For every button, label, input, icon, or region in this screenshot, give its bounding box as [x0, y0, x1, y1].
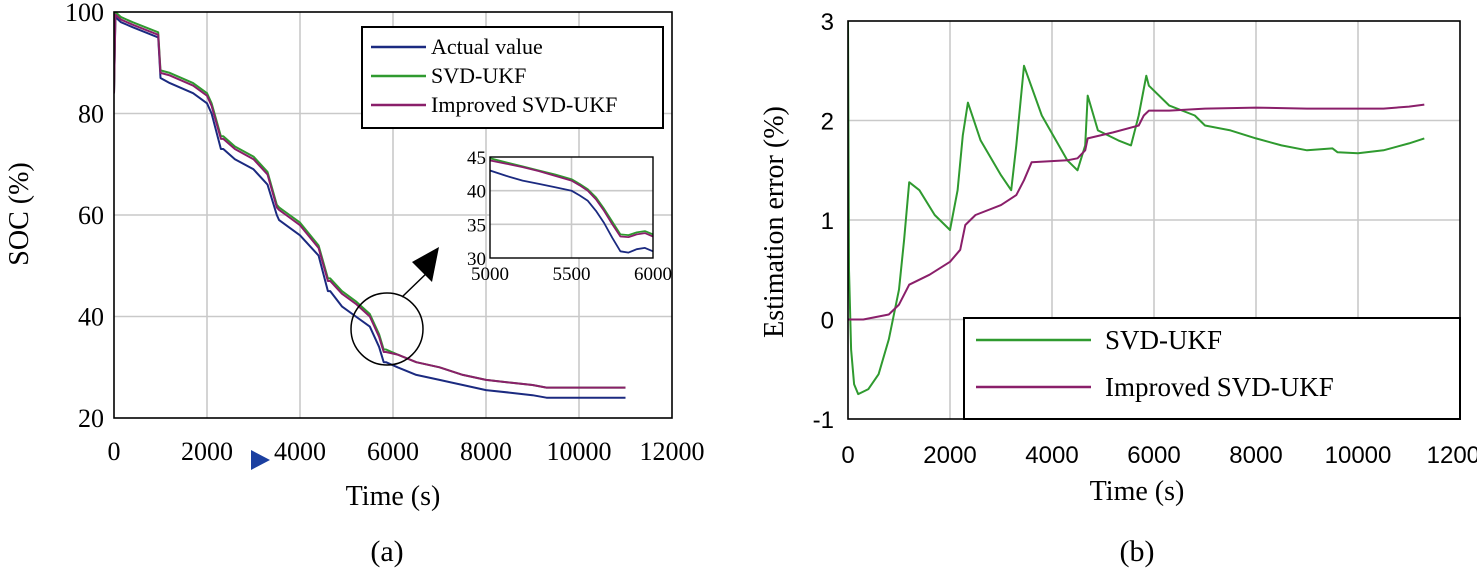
inset-x-tick-label: 6000: [634, 264, 672, 285]
panel-b-y-tick-label: 3: [821, 9, 834, 36]
play-marker-icon: [251, 450, 270, 470]
panel-a-soc-chart: 0 2000 4000 6000 8000 10000 12000 20 40 60 80 100 T…: [4, 0, 705, 568]
panel-a-legend: Actual value SVD-UKF Improved SVD-UKF: [361, 26, 664, 129]
panel-b-x-tick-label: 0: [841, 442, 854, 469]
panel-a-series-improved-svd-ukf: [114, 13, 626, 389]
panel-b-y-tick-label: 2: [821, 109, 834, 136]
legend-label-improved: Improved SVD-UKF: [431, 92, 617, 117]
panel-a-x-tick-label: 10000: [547, 437, 612, 466]
panel-b-series-svd-ukf: [848, 21, 1425, 396]
inset-y-tick-label: 30: [467, 249, 486, 270]
panel-b-series: [848, 21, 1425, 396]
legend-label-b-svd-ukf: SVD-UKF: [1105, 325, 1222, 355]
panel-b-y-axis-label: Estimation error (%): [759, 106, 790, 338]
panel-a-y-tick-label: 40: [78, 303, 104, 332]
inset-x-tick-label: 5000: [471, 264, 509, 285]
panel-a-x-tick-label: 0: [108, 437, 121, 466]
panel-b-y-tick-label: 0: [821, 308, 834, 335]
panel-a-y-tick-label: 80: [78, 100, 104, 129]
legend-label-actual: Actual value: [431, 34, 543, 59]
panel-a-y-tick-label: 60: [78, 201, 104, 230]
panel-a-x-tick-label: 4000: [274, 437, 326, 466]
zoom-arrow-head-icon: [412, 247, 439, 282]
panel-b-x-axis-label: Time (s): [1090, 476, 1185, 507]
panel-a-x-tick-label: 12000: [640, 437, 705, 466]
inset-tick-labels: 5000 5500 6000 30 35 40 45: [467, 148, 672, 285]
panel-b-error-chart: 0 2000 4000 6000 8000 10000 12000 -1 0 1 2 3 Time (…: [759, 9, 1477, 568]
inset-y-tick-label: 45: [467, 148, 486, 169]
panel-b-x-tick-label: 8000: [1229, 442, 1282, 469]
panel-b-tick-labels: 0 2000 4000 6000 8000 10000 12000 -1 0 1 2 3: [813, 9, 1477, 469]
panel-a-x-axis-label: Time (s): [346, 481, 441, 512]
inset-y-tick-label: 40: [467, 182, 486, 203]
panel-a-x-tick-label: 6000: [367, 437, 419, 466]
panel-a-y-axis-label: SOC (%): [4, 162, 35, 265]
panel-b-y-tick-label: -1: [813, 407, 834, 434]
inset-x-tick-label: 5500: [553, 264, 591, 285]
panel-a-x-tick-label: 8000: [460, 437, 512, 466]
panel-a-x-tick-label: 2000: [181, 437, 233, 466]
inset-series-improved-svd-ukf: [490, 159, 653, 239]
legend-label-svd-ukf: SVD-UKF: [431, 63, 526, 88]
inset-series: [490, 157, 653, 254]
panel-a-series: [114, 12, 626, 399]
panel-b-y-tick-label: 1: [821, 208, 834, 235]
caption-b: (b): [1120, 535, 1155, 568]
panel-b-x-tick-label: 2000: [923, 442, 976, 469]
panel-a-y-tick-label: 20: [78, 404, 104, 433]
panel-b-x-tick-label: 10000: [1325, 442, 1392, 469]
panel-b-x-tick-label: 4000: [1025, 442, 1078, 469]
inset-y-tick-label: 35: [467, 215, 486, 236]
panel-b-series-improved-svd-ukf: [848, 103, 1425, 321]
inset-series-actual-value: [490, 169, 653, 254]
panel-a-inset-zoom: 5000 5500 6000 30 35 40 45: [467, 148, 672, 285]
panel-b-x-tick-label: 12000: [1427, 442, 1477, 469]
zoom-circle: [350, 292, 424, 366]
panel-a-tick-labels: 0 2000 4000 6000 8000 10000 12000 20 40 60 80 100: [65, 0, 705, 466]
caption-a: (a): [370, 535, 403, 568]
panel-a-y-tick-label: 100: [65, 0, 104, 27]
panel-a-series-actual-value: [114, 16, 626, 399]
panel-b-legend: SVD-UKF Improved SVD-UKF: [963, 317, 1461, 420]
panel-b-x-tick-label: 6000: [1127, 442, 1180, 469]
legend-label-b-improved: Improved SVD-UKF: [1105, 372, 1334, 402]
